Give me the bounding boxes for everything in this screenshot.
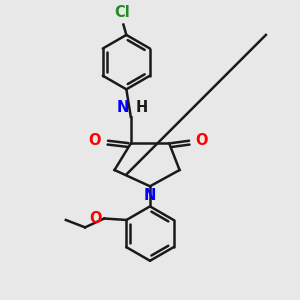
- Text: N: N: [144, 188, 156, 203]
- Text: O: O: [89, 211, 102, 226]
- Text: O: O: [195, 133, 207, 148]
- Text: N: N: [117, 100, 129, 115]
- Text: O: O: [89, 133, 101, 148]
- Text: H: H: [135, 100, 148, 115]
- Text: Cl: Cl: [114, 5, 130, 20]
